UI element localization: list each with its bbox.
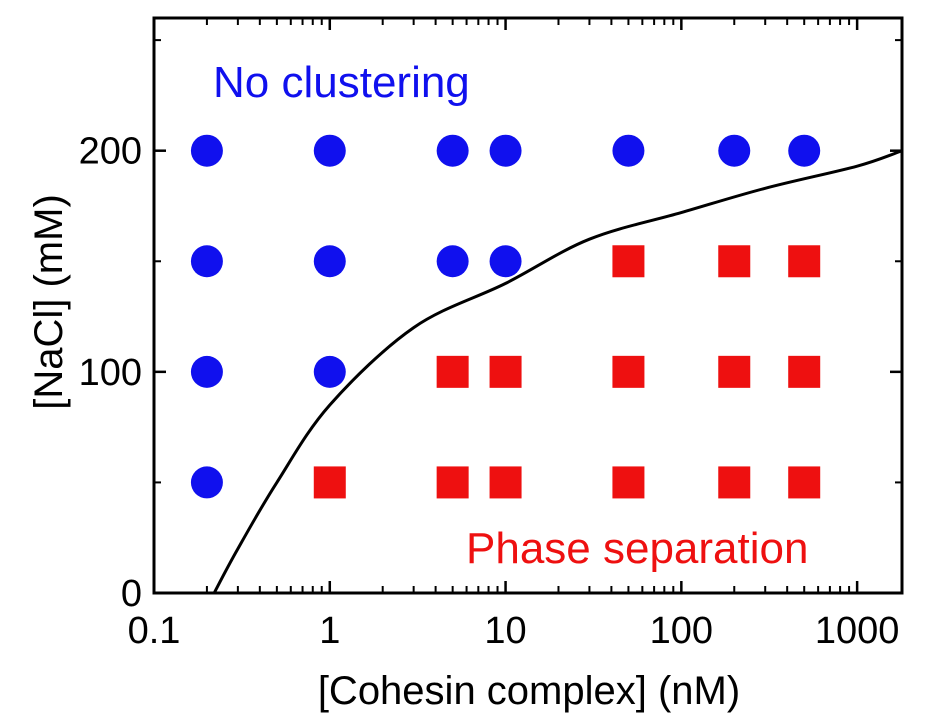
point-no-clustering [718, 134, 751, 167]
plot-frame [152, 16, 904, 595]
point-no-clustering [489, 245, 522, 278]
y-tick-label: 0 [121, 573, 142, 615]
point-no-clustering [489, 134, 522, 167]
point-no-clustering [313, 355, 346, 388]
x-tick-label: 0.1 [128, 610, 181, 652]
x-tick-label: 10 [484, 610, 526, 652]
x-tick-label: 100 [650, 610, 713, 652]
y-axis-title: [NaCl] (mM) [27, 194, 71, 410]
point-phase-separation [436, 466, 469, 499]
phase-boundary-curve [212, 149, 903, 594]
point-no-clustering [612, 134, 645, 167]
point-no-clustering [436, 134, 469, 167]
y-tick-label: 200 [79, 131, 142, 173]
annotation-phase-separation: Phase separation [466, 524, 808, 573]
point-no-clustering [313, 134, 346, 167]
point-phase-separation [718, 245, 751, 278]
point-no-clustering [190, 134, 223, 167]
point-phase-separation [788, 466, 821, 499]
point-no-clustering [313, 245, 346, 278]
x-tick-label: 1000 [815, 610, 900, 652]
point-no-clustering [190, 355, 223, 388]
point-phase-separation [788, 245, 821, 278]
boundary-layer [212, 149, 903, 594]
point-phase-separation [718, 355, 751, 388]
point-phase-separation [612, 466, 645, 499]
point-phase-separation [436, 355, 469, 388]
x-tick-label: 1 [319, 610, 340, 652]
point-phase-separation [313, 466, 346, 499]
point-no-clustering [436, 245, 469, 278]
ticks-layer: 0.1 1 10 100 1000 0 100 200 [79, 18, 902, 652]
point-phase-separation [489, 355, 522, 388]
y-tick-label: 100 [79, 352, 142, 394]
point-no-clustering [788, 134, 821, 167]
point-phase-separation [612, 245, 645, 278]
point-phase-separation [788, 355, 821, 388]
points-layer [190, 134, 821, 499]
point-phase-separation [612, 355, 645, 388]
point-phase-separation [718, 466, 751, 499]
point-no-clustering [190, 466, 223, 499]
x-axis-title: [Cohesin complex] (nM) [318, 669, 740, 713]
annotation-no-clustering: No clustering [213, 58, 470, 107]
point-no-clustering [190, 245, 223, 278]
point-phase-separation [489, 466, 522, 499]
